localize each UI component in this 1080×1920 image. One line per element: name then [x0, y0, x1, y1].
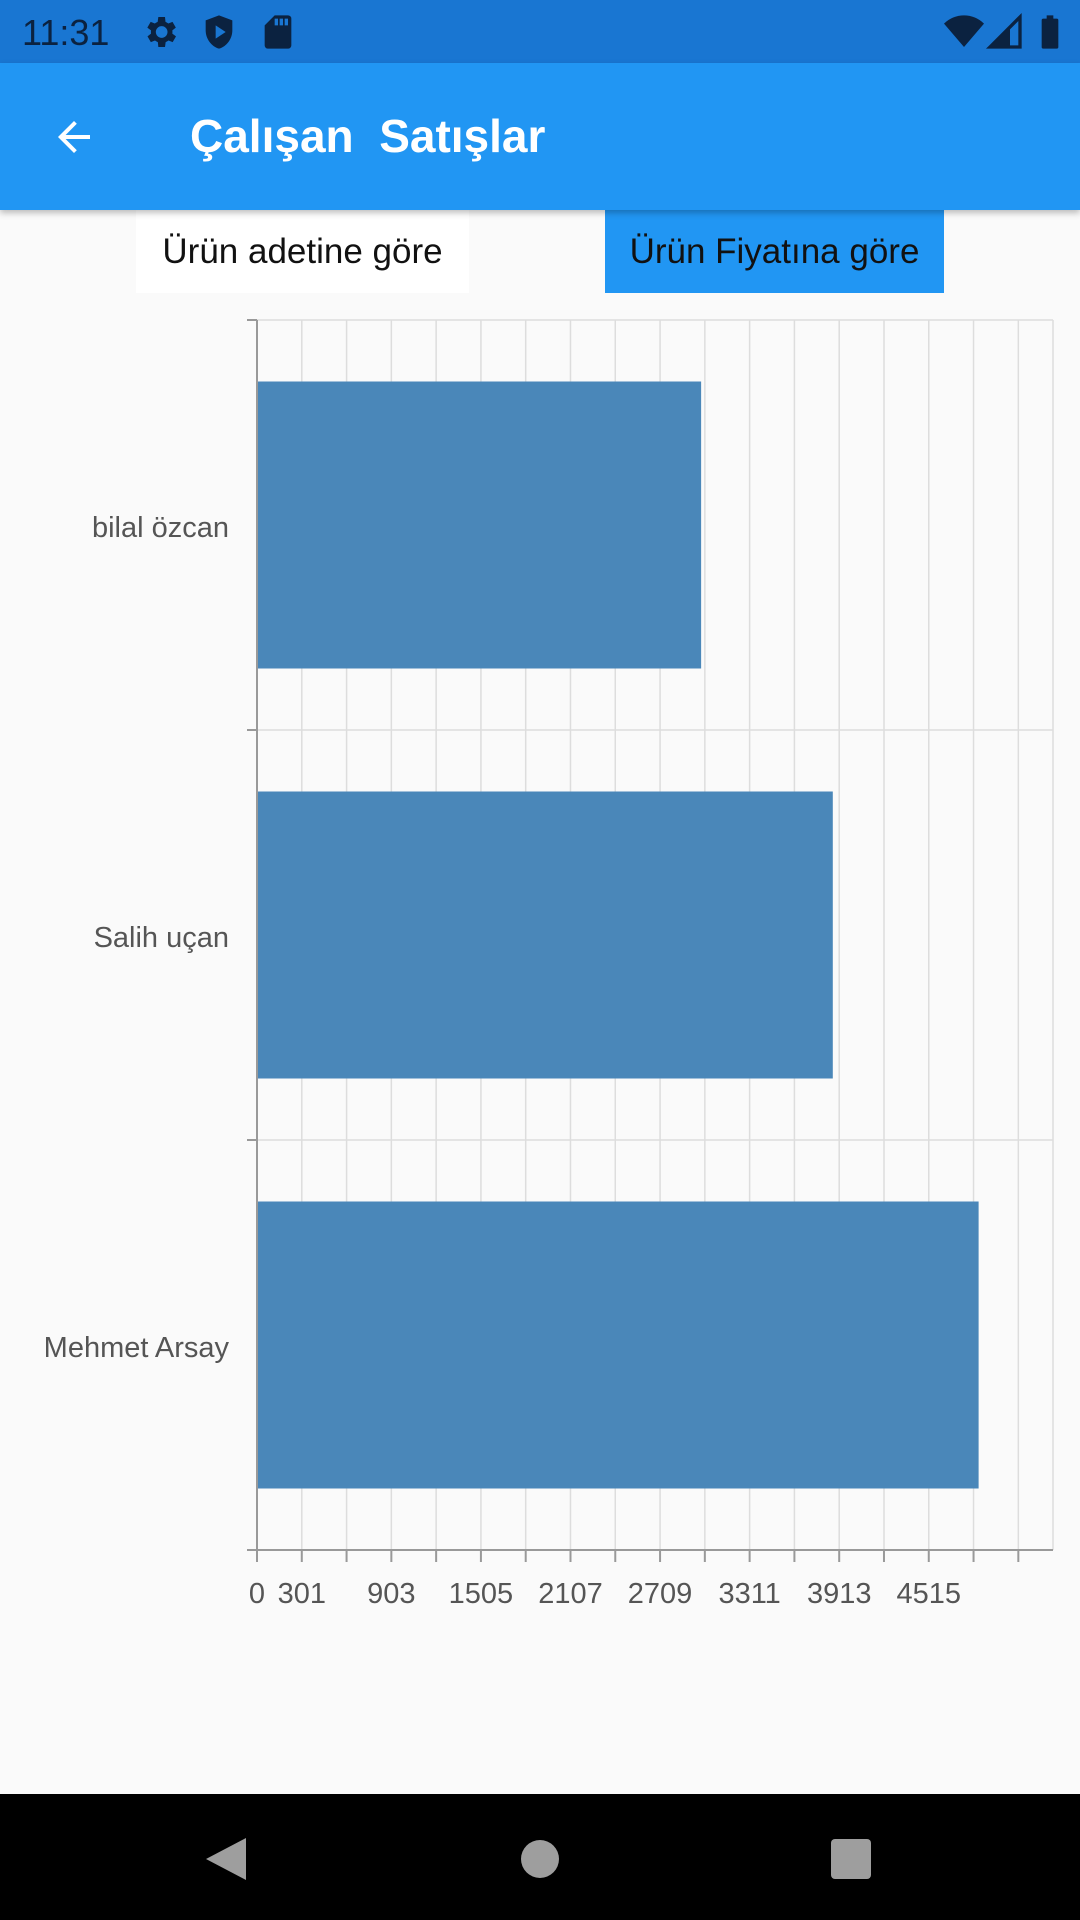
sd-card-icon — [264, 15, 292, 49]
back-triangle-icon[interactable] — [190, 1824, 260, 1894]
shield-icon — [205, 15, 233, 49]
status-time: 11:31 — [22, 12, 110, 53]
y-axis-label: Mehmet Arsay — [44, 1332, 230, 1364]
tab-by-quantity[interactable]: Ürün adetine göre — [136, 210, 469, 293]
app-bar: Çalışan Satışlar — [0, 63, 1080, 210]
arrow-back-icon — [58, 121, 90, 153]
settings-icon — [147, 17, 176, 47]
x-axis-label: 301 — [278, 1578, 326, 1610]
chart-bar — [257, 791, 833, 1079]
status-bar: 11:31 — [0, 0, 1080, 63]
signal-icon — [985, 12, 1022, 49]
x-axis-label: 0 — [249, 1578, 265, 1610]
tab-by-price[interactable]: Ürün Fiyatına göre — [605, 210, 944, 293]
recents-square-icon[interactable] — [816, 1824, 886, 1894]
chart-bar — [257, 381, 702, 669]
x-axis-label: 903 — [367, 1578, 415, 1610]
x-axis-label: 1505 — [449, 1578, 514, 1610]
x-axis-label: 4515 — [897, 1578, 962, 1610]
x-axis-label: 3913 — [807, 1578, 872, 1610]
chart-bar — [257, 1201, 979, 1489]
x-axis-label: 3311 — [718, 1578, 780, 1610]
back-button[interactable] — [36, 106, 112, 168]
y-axis-label: Salih uçan — [94, 922, 229, 954]
wifi-icon — [944, 15, 984, 47]
sales-bar-chart: bilal özcan Salih uçan Mehmet Arsay 0 301 903… — [44, 319, 1054, 1610]
y-axis-label: bilal özcan — [92, 512, 229, 544]
navigation-bar — [0, 1794, 1080, 1920]
battery-icon — [1041, 15, 1059, 49]
x-axis-label: 2709 — [628, 1578, 693, 1610]
page-title: Çalışan Satışlar — [190, 110, 546, 162]
x-axis-label: 2107 — [538, 1578, 603, 1610]
home-circle-icon[interactable] — [505, 1824, 575, 1894]
